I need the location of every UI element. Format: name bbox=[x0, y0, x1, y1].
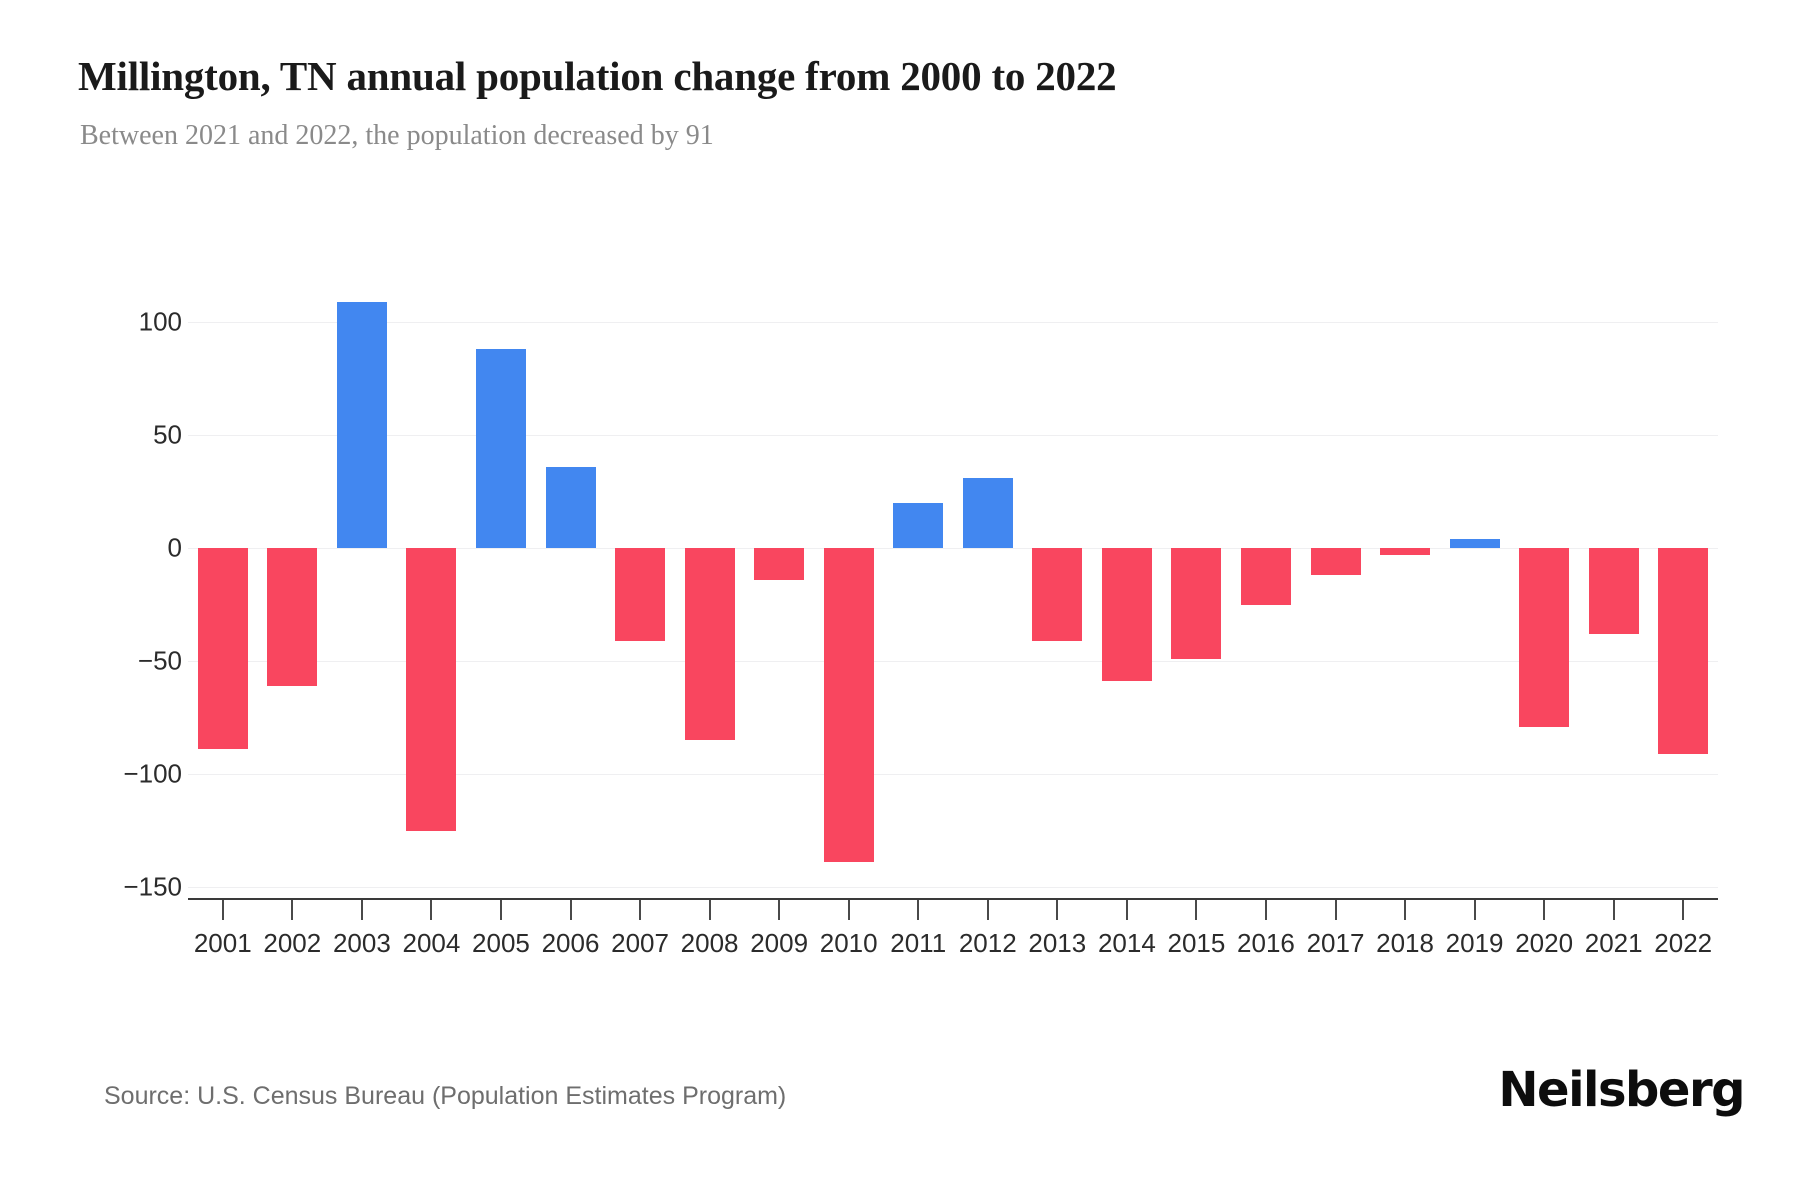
x-axis-tick-label-2015: 2015 bbox=[1167, 928, 1226, 958]
x-axis-tick bbox=[1195, 900, 1198, 920]
x-axis-tick-label-2017: 2017 bbox=[1306, 928, 1365, 958]
y-axis-tick-label: −150 bbox=[123, 871, 182, 902]
bar-2021[interactable] bbox=[1588, 548, 1639, 634]
x-axis-tick-label-2014: 2014 bbox=[1097, 928, 1156, 958]
page-subtitle: Between 2021 and 2022, the population de… bbox=[80, 120, 714, 151]
bar-2014[interactable] bbox=[1101, 548, 1152, 682]
x-axis-tick-label-2007: 2007 bbox=[611, 928, 669, 958]
neilsberg-logo: Neilsberg bbox=[1498, 1062, 1745, 1118]
x-axis-tick bbox=[221, 900, 224, 920]
x-axis-tick-label-2002: 2002 bbox=[263, 928, 322, 958]
bar-2016[interactable] bbox=[1240, 548, 1291, 605]
gridline bbox=[188, 774, 1718, 775]
bar-2022[interactable] bbox=[1658, 548, 1709, 754]
x-axis-tick-label-2009: 2009 bbox=[750, 928, 809, 958]
x-axis-tick bbox=[430, 900, 433, 920]
bar-2019[interactable] bbox=[1449, 538, 1500, 548]
y-axis-tick-label: −100 bbox=[123, 758, 182, 789]
x-axis-tick-label-2018: 2018 bbox=[1376, 928, 1434, 958]
x-axis-tick bbox=[917, 900, 920, 920]
x-axis-tick-label-2010: 2010 bbox=[819, 928, 878, 958]
bar-2010[interactable] bbox=[823, 548, 874, 863]
x-axis-tick-label-2019: 2019 bbox=[1445, 928, 1504, 958]
x-axis-tick bbox=[1612, 900, 1615, 920]
y-axis-tick-label: 50 bbox=[153, 419, 182, 450]
x-axis-tick bbox=[360, 900, 363, 920]
x-axis-tick bbox=[1334, 900, 1337, 920]
bar-2005[interactable] bbox=[475, 349, 526, 548]
x-axis-tick bbox=[639, 900, 642, 920]
x-axis-tick bbox=[1473, 900, 1476, 920]
y-axis-tick-label: −50 bbox=[137, 645, 182, 676]
x-axis-tick-label-2005: 2005 bbox=[472, 928, 530, 958]
x-axis-tick-label-2004: 2004 bbox=[402, 928, 461, 958]
x-axis-tick bbox=[499, 900, 502, 920]
bar-2009[interactable] bbox=[754, 548, 805, 580]
gridline bbox=[188, 887, 1718, 888]
y-axis-tick-label: 0 bbox=[167, 532, 182, 563]
x-axis-tick bbox=[1125, 900, 1128, 920]
x-axis-tick bbox=[847, 900, 850, 920]
page-title: Millington, TN annual population change … bbox=[78, 53, 1117, 99]
x-axis-tick bbox=[1404, 900, 1407, 920]
x-axis-tick bbox=[986, 900, 989, 920]
x-axis-tick bbox=[291, 900, 294, 920]
gridline bbox=[188, 661, 1718, 662]
x-axis-tick-label-2013: 2013 bbox=[1028, 928, 1087, 958]
x-axis-tick bbox=[1056, 900, 1059, 920]
bar-2013[interactable] bbox=[1032, 548, 1083, 641]
x-axis-tick-label-2021: 2021 bbox=[1584, 928, 1643, 958]
bar-2011[interactable] bbox=[893, 502, 944, 548]
y-axis-tick-label: 100 bbox=[138, 306, 182, 337]
bar-2020[interactable] bbox=[1519, 548, 1570, 727]
bar-2002[interactable] bbox=[267, 548, 318, 686]
x-axis-tick bbox=[708, 900, 711, 920]
bar-2004[interactable] bbox=[406, 548, 457, 831]
x-axis-tick bbox=[778, 900, 781, 920]
x-axis-tick-label-2016: 2016 bbox=[1237, 928, 1295, 958]
bar-2008[interactable] bbox=[684, 548, 735, 741]
x-axis-tick-label-2006: 2006 bbox=[541, 928, 600, 958]
x-axis-tick-label-2008: 2008 bbox=[680, 928, 739, 958]
bar-2012[interactable] bbox=[962, 477, 1013, 548]
x-axis-tick bbox=[1682, 900, 1685, 920]
bar-2001[interactable] bbox=[197, 548, 248, 750]
bar-2007[interactable] bbox=[615, 548, 666, 641]
x-axis-tick-label-2003: 2003 bbox=[332, 928, 391, 958]
x-axis-tick-label-2012: 2012 bbox=[958, 928, 1017, 958]
bar-2018[interactable] bbox=[1380, 548, 1431, 555]
source-note: Source: U.S. Census Bureau (Population E… bbox=[104, 1082, 787, 1110]
x-axis-tick-label-2001: 2001 bbox=[193, 928, 252, 958]
gridline bbox=[188, 548, 1718, 549]
bar-2017[interactable] bbox=[1310, 548, 1361, 576]
x-axis-tick-label-2011: 2011 bbox=[890, 928, 947, 958]
bar-2006[interactable] bbox=[545, 466, 596, 548]
x-axis-tick bbox=[1543, 900, 1546, 920]
x-axis-tick bbox=[1264, 900, 1267, 920]
gridline bbox=[188, 322, 1718, 323]
x-axis-tick-label-2020: 2020 bbox=[1515, 928, 1574, 958]
x-axis-line bbox=[188, 898, 1718, 900]
x-axis-tick-label-2022: 2022 bbox=[1654, 928, 1713, 958]
gridline bbox=[188, 435, 1718, 436]
x-axis-tick bbox=[569, 900, 572, 920]
bar-2003[interactable] bbox=[336, 301, 387, 548]
bar-2015[interactable] bbox=[1171, 548, 1222, 659]
